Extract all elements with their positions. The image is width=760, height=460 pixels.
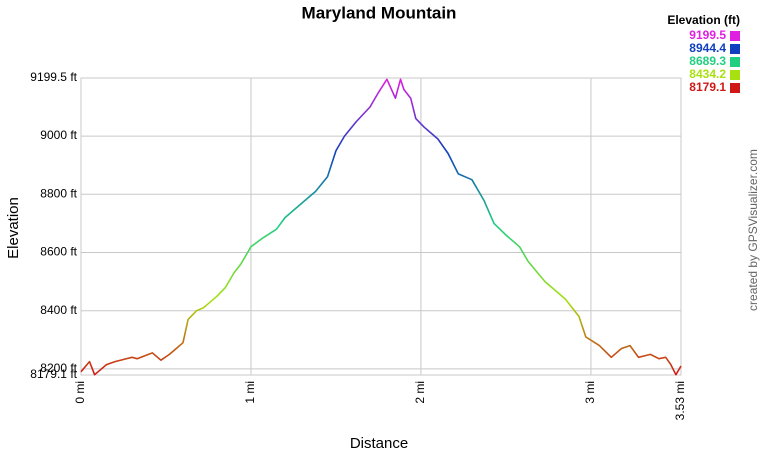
legend-swatch xyxy=(730,44,740,54)
x-axis-title: Distance xyxy=(350,435,408,452)
legend-title: Elevation (ft) xyxy=(667,13,740,27)
y-tick-label: 9000 ft xyxy=(40,128,77,142)
legend-swatch xyxy=(730,70,740,80)
y-tick-label: 8200 ft xyxy=(40,361,77,375)
chart-title: Maryland Mountain xyxy=(302,3,457,22)
y-tick-label: 8600 ft xyxy=(40,245,77,259)
y-tick-label: 8800 ft xyxy=(40,186,77,200)
y-tick-label: 8179.1 ft xyxy=(30,367,77,381)
legend-label: 8689.3 xyxy=(689,54,726,68)
x-tick-label: 2 mi xyxy=(413,381,427,404)
y-axis-title: Elevation xyxy=(5,197,22,259)
legend-label: 8179.1 xyxy=(689,80,726,94)
legend-label: 8944.4 xyxy=(689,41,726,55)
legend-label: 9199.5 xyxy=(689,28,726,42)
plot-area xyxy=(80,77,682,376)
elevation-line xyxy=(80,78,682,376)
legend-swatch xyxy=(730,31,740,41)
x-tick-label: 1 mi xyxy=(243,381,257,404)
legend-swatch xyxy=(730,57,740,67)
x-tick-label: 3.53 mi xyxy=(673,381,687,420)
x-tick-label: 0 mi xyxy=(73,381,87,404)
y-tick-label: 9199.5 ft xyxy=(30,70,77,84)
legend-label: 8434.2 xyxy=(689,67,726,81)
credit: created by GPSVisualizer.com xyxy=(746,149,760,311)
y-tick-label: 8400 ft xyxy=(40,303,77,317)
legend-swatch xyxy=(730,83,740,93)
x-tick-label: 3 mi xyxy=(583,381,597,404)
